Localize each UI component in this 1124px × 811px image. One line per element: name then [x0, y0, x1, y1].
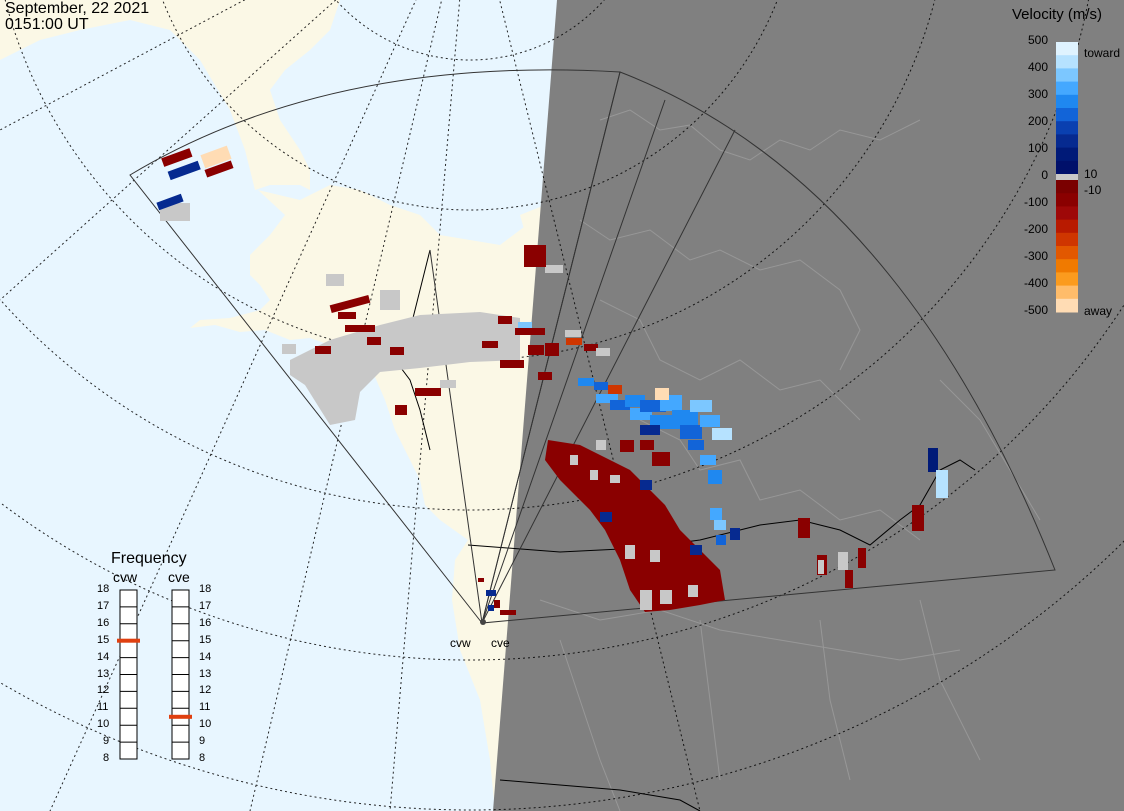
frequency-marker-cvw — [117, 638, 140, 643]
ground-scatter — [160, 203, 563, 425]
colorbar-toward-segment — [1056, 55, 1078, 69]
frequency-title: Frequency — [111, 550, 187, 567]
frequency-marker-cve — [169, 714, 192, 719]
frequency-tick-label: 18 — [97, 583, 110, 595]
frequency-tick-label: 15 — [199, 633, 212, 646]
frequency-tick-label: 10 — [199, 718, 212, 731]
fov-outlines — [129, 69, 1056, 625]
velocity-tick-label: 100 — [1027, 141, 1048, 155]
colorbar-toward-segment — [1056, 160, 1078, 175]
velocity-tick-label: -300 — [1023, 249, 1048, 263]
frequency-tick-label: 17 — [199, 599, 212, 612]
velocity-tick-label: -200 — [1023, 222, 1048, 236]
velocity-tick-minus-10: -10 — [1084, 183, 1102, 197]
velocity-tick-label: 500 — [1027, 33, 1048, 47]
time-label: 0151:00 UT — [5, 16, 89, 33]
colorbar-toward-segment — [1056, 108, 1078, 122]
velocity-tick-label: -400 — [1023, 276, 1048, 290]
frequency-tick-label: 11 — [199, 701, 211, 714]
frequency-tick-label: 16 — [97, 616, 110, 629]
frequency-radar-label-cvw: cvw — [113, 569, 138, 585]
away-label: away — [1084, 304, 1113, 318]
velocity-tick-label: 0 — [1041, 168, 1048, 182]
frequency-tick-label: 16 — [199, 616, 212, 629]
velocity-tick-label: -500 — [1023, 303, 1048, 317]
toward-label: toward — [1084, 46, 1121, 60]
frequency-tick-label: 13 — [199, 667, 212, 680]
frequency-tick-label: 14 — [97, 650, 110, 663]
colorbar-toward-segment — [1056, 81, 1078, 96]
cvw-fov — [129, 69, 621, 625]
velocity-tick-label: 200 — [1027, 114, 1048, 128]
radar-label-cve: cve — [491, 636, 510, 650]
frequency-tick-label: 8 — [199, 752, 206, 764]
frequency-tick-label: 17 — [97, 599, 110, 612]
colorbar-toward-segment — [1056, 121, 1078, 135]
colorbar-away-segment — [1056, 259, 1078, 273]
colorbar-toward-segment — [1056, 94, 1078, 109]
greenland-landmass — [0, 0, 340, 190]
velocity-colorbar — [1056, 42, 1078, 313]
colorbar-toward-segment — [1056, 68, 1078, 83]
colorbar-away-segment — [1056, 193, 1078, 207]
red-arc — [545, 440, 725, 612]
cve-fov — [481, 71, 1056, 624]
velocity-tick-label: 300 — [1027, 87, 1048, 101]
colorbar-toward-segment — [1056, 42, 1078, 56]
frequency-tick-label: 12 — [97, 684, 110, 697]
velocity-cells — [156, 145, 948, 625]
colorbar-zero-segment — [1056, 174, 1078, 180]
frequency-tick-label: 14 — [199, 650, 212, 663]
frequency-radar-label-cve: cve — [168, 569, 190, 585]
velocity-scale-title: Velocity (m/s) — [1012, 6, 1103, 23]
date-label: September, 22 2021 — [5, 0, 150, 17]
velocity-tick-label: 400 — [1027, 60, 1048, 74]
velocity-tick-10: 10 — [1084, 167, 1098, 181]
blue-arc — [578, 378, 740, 545]
frequency-tick-label: 13 — [97, 667, 110, 680]
colorbar-away-segment — [1056, 272, 1078, 287]
frequency-tick-label: 12 — [199, 684, 212, 697]
colorbar-away-segment — [1056, 246, 1078, 260]
radar-label-cvw: cvw — [450, 636, 471, 650]
frequency-tick-label: 11 — [97, 701, 109, 714]
frequency-gauges — [117, 589, 192, 760]
frequency-tick-label: 15 — [97, 633, 110, 646]
frequency-tick-label: 8 — [103, 752, 110, 764]
colorbar-away-segment — [1056, 180, 1078, 194]
velocity-tick-label: -100 — [1023, 195, 1048, 209]
colorbar-toward-segment — [1056, 134, 1078, 149]
colorbar-away-segment — [1056, 206, 1078, 221]
colorbar-toward-segment — [1056, 147, 1078, 162]
frequency-tick-label: 9 — [199, 735, 206, 748]
colorbar-away-segment — [1056, 298, 1078, 313]
frequency-tick-label: 9 — [103, 735, 110, 748]
colorbar-away-segment — [1056, 232, 1078, 247]
colorbar-away-segment — [1056, 285, 1078, 300]
frequency-tick-label: 10 — [97, 718, 110, 731]
night-map-lines — [539, 109, 1041, 811]
frequency-tick-label: 18 — [199, 583, 212, 595]
colorbar-away-segment — [1056, 219, 1078, 234]
